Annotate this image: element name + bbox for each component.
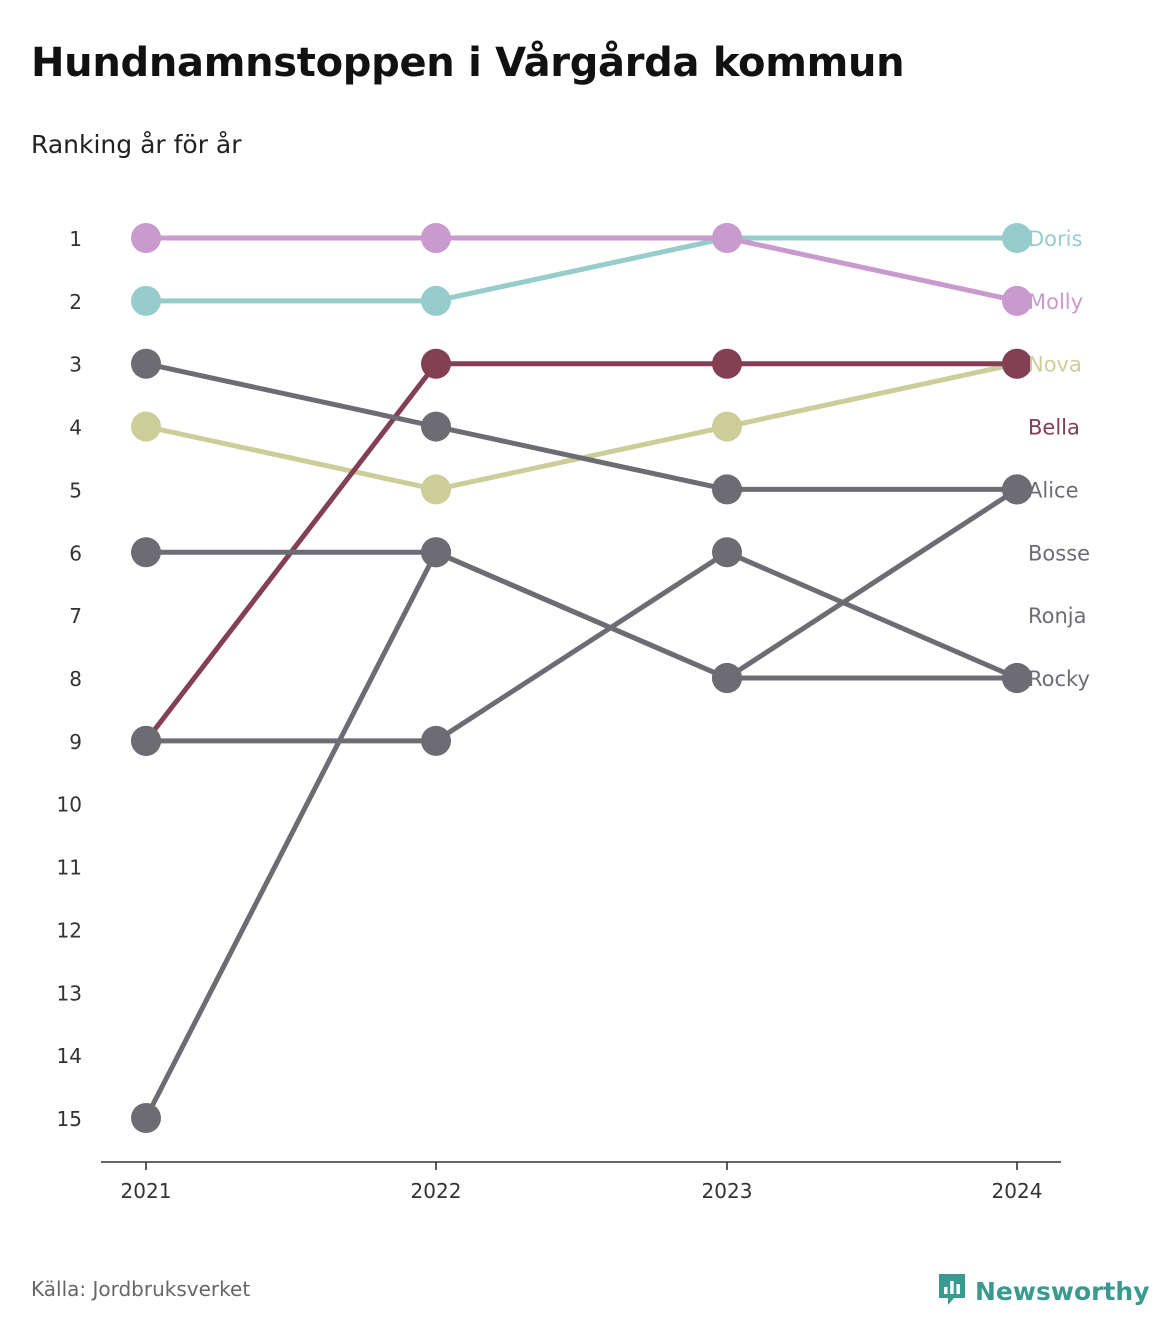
series-line-nova xyxy=(143,361,1020,492)
y-tick-label: 5 xyxy=(69,478,82,502)
data-point-molly xyxy=(712,223,742,253)
data-point-bosse xyxy=(131,537,161,568)
data-point-bella xyxy=(421,348,451,379)
data-point-alice xyxy=(131,348,161,379)
x-tick-label: 2023 xyxy=(702,1179,753,1203)
y-tick-label: 6 xyxy=(69,541,82,565)
y-tick-label: 12 xyxy=(57,918,82,942)
data-point-alice xyxy=(712,474,742,505)
x-tick-label: 2022 xyxy=(411,1179,462,1203)
data-point-molly xyxy=(421,223,451,253)
data-point-molly xyxy=(131,223,161,253)
data-point-molly xyxy=(1002,285,1032,316)
end-label-bella: Bella xyxy=(1028,416,1080,440)
data-point-bella xyxy=(712,348,742,379)
data-point-rocky xyxy=(131,725,161,756)
data-point-doris xyxy=(421,285,451,316)
series-line-ronja xyxy=(143,486,1020,1121)
data-point-bella xyxy=(1002,348,1032,379)
end-label-bosse: Bosse xyxy=(1028,541,1090,565)
y-tick-label: 13 xyxy=(57,981,82,1005)
data-point-rocky xyxy=(712,537,742,568)
chart-title: Hundnamnstoppen i Vårgårda kommun xyxy=(31,40,905,86)
y-tick-label: 11 xyxy=(57,856,82,880)
data-point-ronja xyxy=(421,537,451,568)
data-point-nova xyxy=(712,411,742,442)
y-tick-label: 1 xyxy=(69,227,82,251)
data-point-nova xyxy=(131,411,161,442)
y-tick-label: 14 xyxy=(57,1044,82,1068)
data-point-rocky xyxy=(1002,662,1032,693)
chart-subtitle: Ranking år för år xyxy=(31,130,242,159)
end-label-ronja: Ronja xyxy=(1028,604,1087,628)
series-line-alice xyxy=(143,361,1020,492)
source-note: Källa: Jordbruksverket xyxy=(31,1277,251,1301)
end-label-layer: Doris Molly Nova Bella Alice Bosse Ronja Rocky xyxy=(1028,227,1090,691)
end-label-alice: Alice xyxy=(1028,478,1079,502)
y-tick-label: 4 xyxy=(69,416,82,440)
point-layer xyxy=(131,223,1032,1133)
data-point-ronja xyxy=(712,662,742,693)
end-label-molly: Molly xyxy=(1028,290,1083,314)
data-point-rocky xyxy=(421,725,451,756)
series-line-doris xyxy=(143,235,1020,304)
end-label-doris: Doris xyxy=(1028,227,1082,251)
newsworthy-logo-icon xyxy=(937,1271,967,1311)
series-line-molly xyxy=(143,235,1020,304)
y-tick-label: 3 xyxy=(69,353,82,377)
y-tick-label: 10 xyxy=(57,793,82,817)
y-tick-label: 7 xyxy=(69,604,82,628)
line-layer xyxy=(143,235,1020,1121)
series-line-rocky xyxy=(143,549,1020,744)
data-point-doris xyxy=(1002,223,1032,253)
data-point-ronja xyxy=(131,1102,161,1133)
data-point-nova xyxy=(421,474,451,505)
data-point-alice xyxy=(421,411,451,442)
y-tick-label: 8 xyxy=(69,667,82,691)
data-point-doris xyxy=(131,285,161,316)
brand-name: Newsworthy xyxy=(975,1276,1150,1306)
y-tick-label: 15 xyxy=(57,1107,82,1131)
y-tick-label: 2 xyxy=(69,290,82,314)
brand-logo[interactable]: Newsworthy xyxy=(937,1271,1150,1311)
x-tick-label: 2021 xyxy=(121,1179,172,1203)
x-tick-label: 2024 xyxy=(992,1179,1043,1203)
y-tick-label: 9 xyxy=(69,730,82,754)
data-point-ronja xyxy=(1002,474,1032,505)
end-label-nova: Nova xyxy=(1028,353,1082,377)
end-label-rocky: Rocky xyxy=(1028,667,1090,691)
